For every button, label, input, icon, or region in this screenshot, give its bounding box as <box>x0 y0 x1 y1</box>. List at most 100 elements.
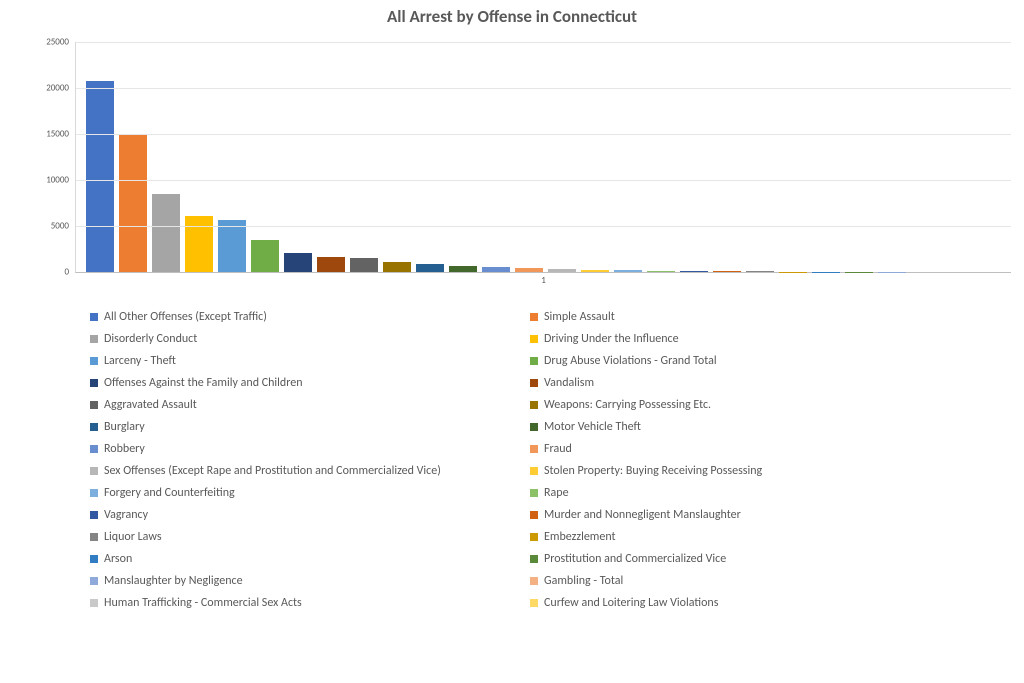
chart-title: All Arrest by Offense in Connecticut <box>0 0 1024 27</box>
legend-swatch <box>530 533 538 541</box>
bar <box>482 267 510 272</box>
legend-item: Burglary <box>90 420 520 434</box>
legend-item: Fraud <box>530 442 960 456</box>
bar <box>680 271 708 272</box>
legend-label: Manslaughter by Negligence <box>104 574 243 588</box>
legend-swatch <box>90 467 98 475</box>
gridline <box>76 88 1011 89</box>
bar <box>317 257 345 272</box>
legend-label: Arson <box>104 552 132 566</box>
legend-label: Disorderly Conduct <box>104 332 197 346</box>
legend-swatch <box>90 423 98 431</box>
legend-label: Motor Vehicle Theft <box>544 420 641 434</box>
legend-label: Prostitution and Commercialized Vice <box>544 552 726 566</box>
gridline <box>76 42 1011 43</box>
legend-swatch <box>530 379 538 387</box>
bar <box>614 270 642 272</box>
bar <box>416 264 444 272</box>
legend-swatch <box>90 599 98 607</box>
legend-item: Aggravated Assault <box>90 398 520 412</box>
legend-item: Sex Offenses (Except Rape and Prostituti… <box>90 464 520 478</box>
legend-label: Murder and Nonnegligent Manslaughter <box>544 508 741 522</box>
legend-swatch <box>530 467 538 475</box>
legend-label: Human Trafficking - Commercial Sex Acts <box>104 596 302 610</box>
legend-item: Rape <box>530 486 960 500</box>
bar <box>119 135 147 272</box>
legend-label: Fraud <box>544 442 572 456</box>
legend-label: Stolen Property: Buying Receiving Posses… <box>544 464 762 478</box>
bar <box>548 269 576 272</box>
legend-swatch <box>90 533 98 541</box>
bar <box>581 270 609 272</box>
gridline <box>76 226 1011 227</box>
legend-item: Weapons: Carrying Possessing Etc. <box>530 398 960 412</box>
legend-item: Drug Abuse Violations - Grand Total <box>530 354 960 368</box>
legend-label: Larceny - Theft <box>104 354 176 368</box>
legend-label: Vagrancy <box>104 508 148 522</box>
legend-item: Forgery and Counterfeiting <box>90 486 520 500</box>
legend-item: Robbery <box>90 442 520 456</box>
legend-swatch <box>530 599 538 607</box>
legend-item: Embezzlement <box>530 530 960 544</box>
y-tick-label: 20000 <box>46 83 69 94</box>
legend-item: Murder and Nonnegligent Manslaughter <box>530 508 960 522</box>
bar <box>713 271 741 272</box>
legend-label: Rape <box>544 486 569 500</box>
legend-label: Offenses Against the Family and Children <box>104 376 303 390</box>
legend-swatch <box>90 511 98 519</box>
legend-item: Stolen Property: Buying Receiving Posses… <box>530 464 960 478</box>
legend-label: Curfew and Loitering Law Violations <box>544 596 718 610</box>
bar <box>449 266 477 272</box>
bar <box>152 194 180 272</box>
bar <box>218 220 246 272</box>
bar <box>746 271 774 272</box>
legend-swatch <box>90 445 98 453</box>
bar <box>251 240 279 272</box>
legend-label: Forgery and Counterfeiting <box>104 486 235 500</box>
legend-label: Embezzlement <box>544 530 616 544</box>
legend-swatch <box>530 445 538 453</box>
legend-item: Curfew and Loitering Law Violations <box>530 596 960 610</box>
gridline <box>76 180 1011 181</box>
legend-swatch <box>90 379 98 387</box>
legend-item: All Other Offenses (Except Traffic) <box>90 310 520 324</box>
legend-swatch <box>90 401 98 409</box>
bar <box>185 216 213 272</box>
legend-swatch <box>530 423 538 431</box>
legend-item: Manslaughter by Negligence <box>90 574 520 588</box>
bar <box>284 253 312 272</box>
y-tick-label: 15000 <box>46 129 69 140</box>
legend-label: Aggravated Assault <box>104 398 197 412</box>
y-tick-label: 10000 <box>46 175 69 186</box>
legend-swatch <box>90 335 98 343</box>
gridline <box>76 134 1011 135</box>
x-axis-label: 1 <box>76 275 1011 286</box>
bar <box>383 262 411 272</box>
legend-swatch <box>530 489 538 497</box>
bar <box>515 268 543 272</box>
legend-item: Human Trafficking - Commercial Sex Acts <box>90 596 520 610</box>
legend-label: Sex Offenses (Except Rape and Prostituti… <box>104 464 441 478</box>
legend-label: All Other Offenses (Except Traffic) <box>104 310 267 324</box>
bar <box>350 258 378 272</box>
legend-label: Simple Assault <box>544 310 615 324</box>
legend-swatch <box>530 313 538 321</box>
plot-area: 1 <box>75 42 1011 273</box>
legend-swatch <box>530 577 538 585</box>
y-tick-label: 5000 <box>51 221 69 232</box>
legend-label: Liquor Laws <box>104 530 162 544</box>
legend-item: Prostitution and Commercialized Vice <box>530 552 960 566</box>
legend-item: Arson <box>90 552 520 566</box>
legend-item: Liquor Laws <box>90 530 520 544</box>
legend-label: Weapons: Carrying Possessing Etc. <box>544 398 711 412</box>
legend-label: Burglary <box>104 420 145 434</box>
legend-label: Driving Under the Influence <box>544 332 679 346</box>
y-tick-label: 0 <box>64 267 69 278</box>
chart-area: 0500010000150002000025000 1 <box>40 42 1010 288</box>
legend-swatch <box>530 335 538 343</box>
legend: All Other Offenses (Except Traffic) Simpl… <box>90 310 970 610</box>
y-tick-label: 25000 <box>46 37 69 48</box>
bar <box>86 81 114 272</box>
legend-item: Vagrancy <box>90 508 520 522</box>
legend-swatch <box>90 489 98 497</box>
